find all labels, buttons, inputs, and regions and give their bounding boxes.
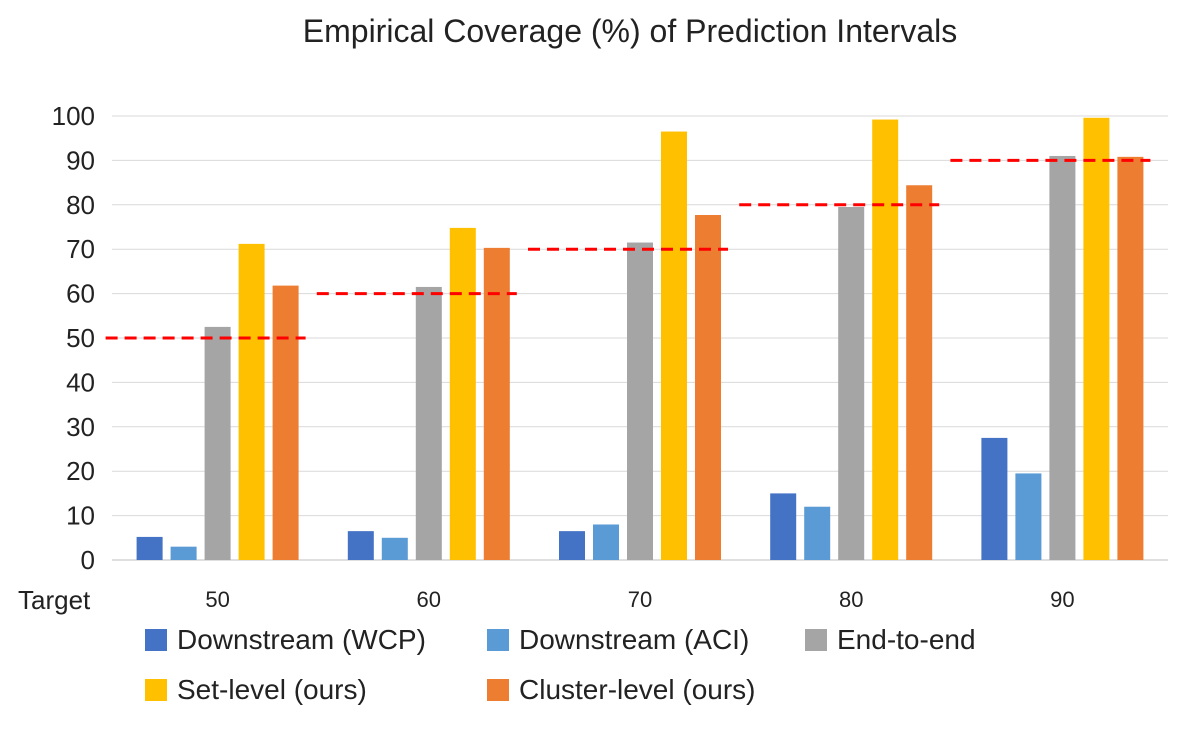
bar: [804, 506, 831, 560]
y-tick-label: 100: [52, 101, 95, 131]
bar: [838, 207, 865, 560]
legend-label: Downstream (ACI): [519, 624, 749, 655]
legend-swatch: [487, 629, 509, 651]
legend-label: Downstream (WCP): [177, 624, 426, 655]
legend-label: End-to-end: [837, 624, 976, 655]
x-axis-ticks: 50 60 70 80 90: [205, 587, 1074, 612]
bar: [449, 227, 476, 560]
x-tick-label: 50: [205, 587, 229, 612]
bar: [238, 243, 265, 560]
bar: [136, 536, 163, 560]
bar: [170, 546, 197, 560]
bar: [695, 215, 721, 560]
bar: [906, 185, 933, 561]
legend-swatch: [145, 629, 167, 651]
target-lines: [105, 158, 1151, 340]
y-tick-label: 60: [66, 279, 95, 309]
y-tick-label: 20: [66, 456, 95, 486]
bar: [1015, 473, 1042, 560]
legend: Downstream (WCP) Downstream (ACI) End-to-e…: [145, 624, 976, 705]
bar: [204, 326, 231, 560]
chart-title: Empirical Coverage (%) of Prediction Int…: [303, 13, 957, 49]
bar: [272, 285, 299, 560]
bar: [661, 131, 687, 561]
y-tick-label: 90: [66, 145, 95, 175]
x-tick-label: 90: [1050, 587, 1074, 612]
bar: [770, 493, 797, 560]
bar: [593, 524, 619, 560]
y-tick-label: 70: [66, 234, 95, 264]
y-tick-label: 80: [66, 190, 95, 220]
y-tick-label: 0: [81, 545, 95, 575]
y-tick-label: 50: [66, 323, 95, 353]
y-axis-ticks: 0 10 20 30 40 50 60 70 80 90 100: [52, 101, 95, 575]
y-tick-label: 30: [66, 412, 95, 442]
legend-swatch: [805, 629, 827, 651]
bar: [1083, 117, 1110, 560]
bar: [872, 119, 899, 560]
bar: [415, 286, 442, 560]
bar: [1049, 155, 1076, 560]
legend-swatch: [145, 679, 167, 701]
legend-label: Cluster-level (ours): [519, 674, 756, 705]
bar: [483, 247, 510, 561]
x-tick-label: 60: [417, 587, 441, 612]
x-axis-label: Target: [18, 585, 91, 615]
legend-swatch: [487, 679, 509, 701]
bar: [559, 531, 585, 560]
bar: [627, 242, 653, 561]
bar: [381, 537, 408, 560]
x-tick-label: 80: [839, 587, 863, 612]
bar: [1117, 156, 1144, 560]
bar: [347, 531, 374, 560]
legend-label: Set-level (ours): [177, 674, 367, 705]
bars: [136, 117, 1144, 561]
x-tick-label: 70: [628, 587, 652, 612]
y-tick-label: 40: [66, 367, 95, 397]
bar: [981, 437, 1008, 560]
y-tick-label: 10: [66, 501, 95, 531]
